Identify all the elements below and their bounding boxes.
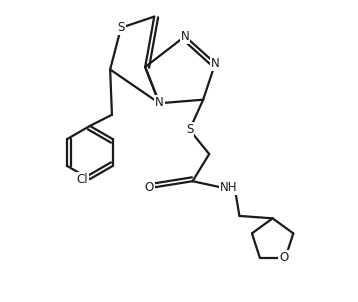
Text: S: S — [117, 21, 125, 34]
Text: S: S — [186, 123, 193, 137]
Text: N: N — [211, 57, 219, 70]
Text: N: N — [181, 30, 189, 43]
Text: N: N — [155, 95, 164, 109]
Text: Cl: Cl — [77, 172, 88, 186]
Text: NH: NH — [220, 181, 238, 194]
Text: O: O — [279, 251, 289, 264]
Text: O: O — [145, 181, 154, 194]
